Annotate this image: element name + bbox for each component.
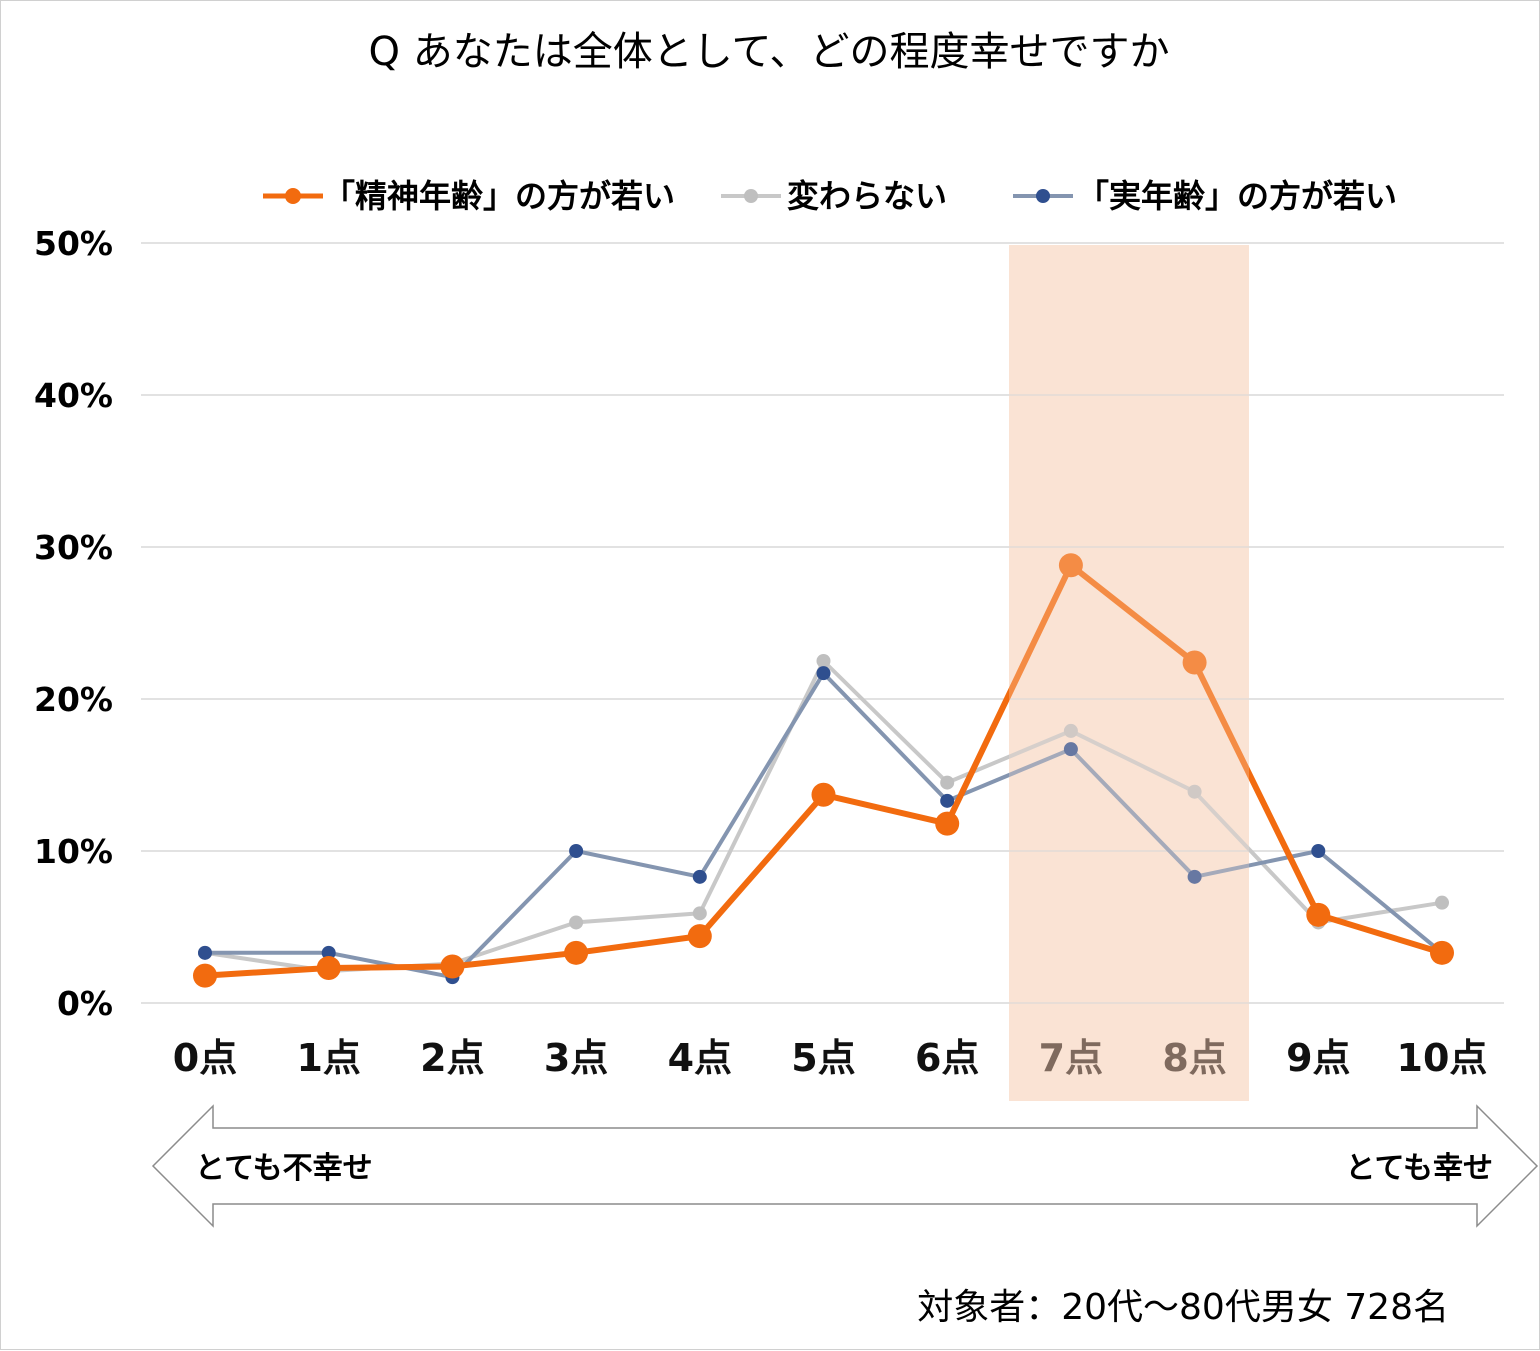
legend-item-series-2: 変わらない [721,177,947,215]
y-tick-label: 40% [34,376,113,415]
legend-label-series-3: 「実年齢」の方が若い [1077,177,1397,215]
chart-title: Q あなたは全体として、どの程度幸せですか [369,29,1170,75]
arrow-label-right: とても幸せ [1345,1151,1493,1186]
legend-marker-series-1 [285,188,301,204]
legend-label-series-2: 変わらない [787,177,947,215]
series-lines [204,562,1444,980]
legend-marker-series-2 [744,189,758,203]
sample-note: 対象者：20代～80代男女 728名 [917,1287,1449,1328]
data-point-series-1 [564,940,589,965]
y-axis-ticks: 0% 10% 20% 30% 40% 50% [34,224,113,1023]
legend-marker-series-3 [1036,189,1050,203]
data-point-series-3 [816,666,831,681]
series-line-1 [204,562,1443,979]
x-tick-label: 2点 [420,1036,484,1080]
data-point-series-3 [1187,869,1202,884]
x-tick-label: 0点 [173,1036,237,1080]
data-point-series-2 [569,915,584,930]
y-tick-label: 0% [57,984,113,1023]
x-tick-label: 9点 [1286,1036,1350,1080]
series-line-2 [204,659,1443,974]
data-point-series-2 [692,906,707,921]
data-point-series-1 [687,924,712,949]
x-tick-label: 5点 [791,1036,855,1080]
highlight-band-overlay [1009,245,1249,1101]
y-tick-label: 10% [34,832,113,871]
legend-item-series-1: 「精神年齢」の方が若い [263,177,675,215]
data-point-series-1 [1182,650,1207,675]
y-tick-label: 30% [34,528,113,567]
x-tick-label: 4点 [668,1036,732,1080]
data-point-series-3 [198,945,212,960]
data-point-series-1 [440,954,465,979]
x-tick-label: 7点 [1039,1036,1103,1080]
x-tick-label: 1点 [296,1036,360,1080]
x-tick-label: 3点 [544,1036,608,1080]
data-point-series-2 [1435,895,1449,910]
x-axis-ticks: 0点 1点 2点 3点 4点 5点 6点 7点 8点 9点 10点 [173,1036,1488,1080]
data-point-series-1 [1058,553,1083,578]
data-point-series-2 [816,654,831,668]
grid [141,242,1504,1004]
data-point-series-1 [811,782,836,807]
data-point-series-2 [940,775,955,790]
data-point-series-1 [1306,902,1331,927]
series-points [193,553,1454,988]
data-point-series-1 [316,956,341,981]
y-tick-label: 20% [34,680,113,719]
data-point-series-3 [321,945,336,960]
legend: 「精神年齢」の方が若い 変わらない 「実年齢」の方が若い [263,177,1397,215]
legend-label-series-1: 「精神年齢」の方が若い [323,177,675,215]
x-tick-label: 10点 [1397,1036,1488,1080]
data-point-series-3 [940,793,955,808]
x-tick-label: 6点 [915,1036,979,1080]
series-line-3 [205,671,1444,980]
data-point-series-3 [692,869,707,884]
y-tick-label: 50% [34,224,113,263]
data-point-series-3 [1063,742,1078,757]
data-point-series-3 [569,844,584,858]
data-point-series-1 [1430,940,1454,965]
scale-arrow [151,1104,1539,1228]
data-point-series-1 [935,811,960,836]
data-point-series-2 [1187,784,1202,799]
legend-item-series-3: 「実年齢」の方が若い [1013,177,1397,215]
x-tick-label: 8点 [1162,1036,1226,1080]
data-point-series-2 [1063,723,1078,738]
data-point-series-3 [1311,844,1326,858]
data-point-series-1 [193,963,217,988]
arrow-label-left: とても不幸せ [195,1151,373,1186]
highlight-band [1009,245,1249,1101]
